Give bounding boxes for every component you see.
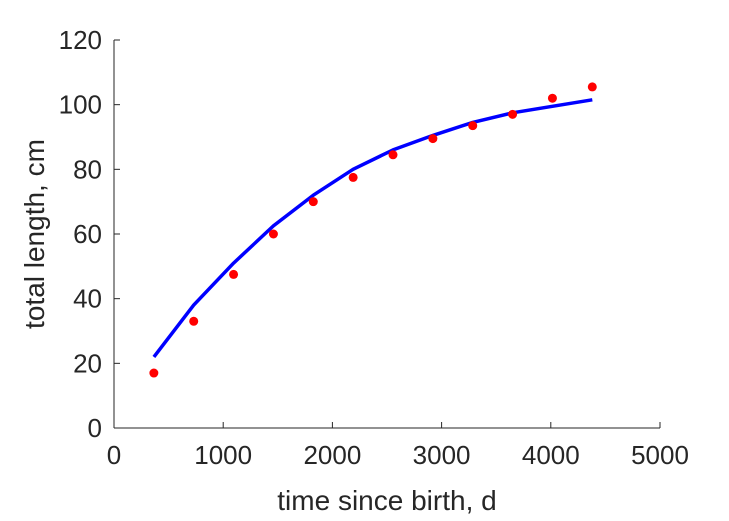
data-point — [308, 197, 318, 207]
data-point — [229, 269, 239, 279]
y-tick-label: 60 — [73, 219, 102, 249]
data-point — [547, 93, 557, 103]
data-point — [388, 150, 398, 160]
data-point — [348, 172, 358, 182]
data-point — [149, 368, 159, 378]
y-tick-label: 120 — [59, 25, 102, 55]
y-tick-label: 40 — [73, 284, 102, 314]
y-ticks: 0 20 40 60 80 100 120 — [59, 25, 120, 443]
y-tick-label: 100 — [59, 90, 102, 120]
x-tick-label: 0 — [107, 440, 121, 470]
y-axis-label: total length, cm — [19, 139, 50, 329]
y-tick-label: 20 — [73, 348, 102, 378]
x-tick-label: 3000 — [413, 440, 471, 470]
x-axis-label: time since birth, d — [277, 485, 496, 516]
x-tick-label: 5000 — [631, 440, 689, 470]
data-point — [508, 109, 518, 119]
fit-curve — [152, 98, 593, 358]
x-ticks: 0 1000 2000 3000 4000 5000 — [107, 422, 689, 470]
x-tick-label: 2000 — [303, 440, 361, 470]
y-tick-label: 80 — [73, 154, 102, 184]
y-tick-label: 0 — [88, 413, 102, 443]
data-point — [268, 229, 278, 239]
series-layer — [149, 82, 597, 378]
data-point — [587, 82, 597, 92]
x-tick-label: 1000 — [194, 440, 252, 470]
data-point — [189, 316, 199, 326]
x-tick-label: 4000 — [522, 440, 580, 470]
plot-area: 0 1000 2000 3000 4000 5000 0 20 40 60 80 100 120 — [59, 25, 689, 470]
data-point — [468, 121, 478, 131]
data-point — [428, 134, 438, 144]
